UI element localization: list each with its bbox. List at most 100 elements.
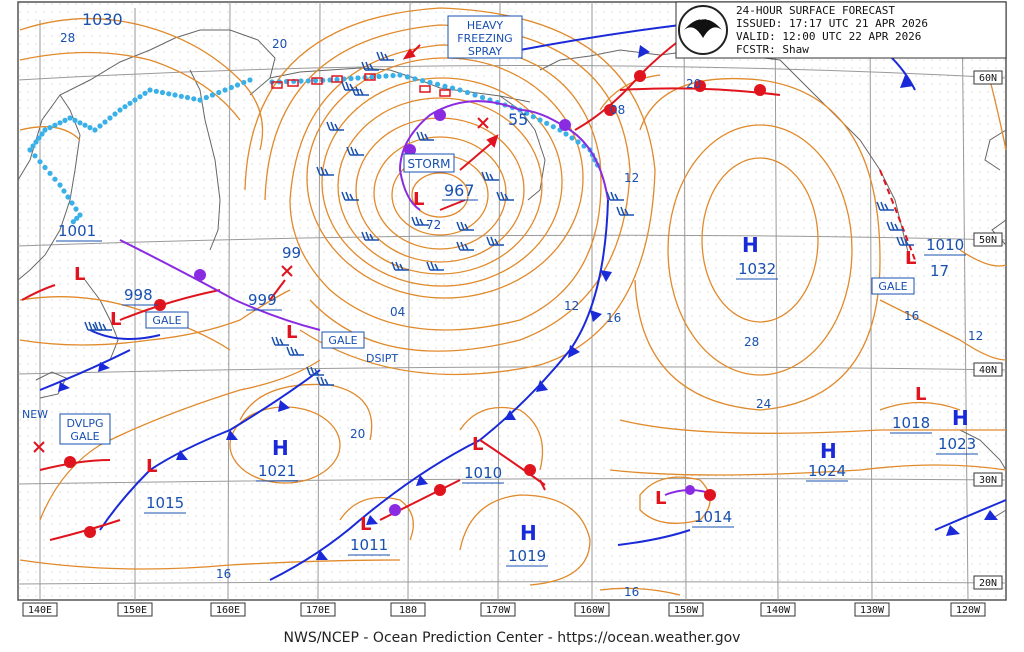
ice-dot (69, 200, 75, 206)
ice-dot (102, 119, 108, 125)
trough-coast (879, 169, 916, 261)
ice-dot (563, 131, 569, 137)
freezing-spray-line: SPRAY (468, 45, 502, 58)
longitude-label: 150E (123, 605, 147, 616)
wind-barb (416, 131, 434, 141)
ice-dot (39, 131, 45, 137)
wind-barb (341, 191, 359, 201)
low-pressure: 999 (248, 291, 277, 309)
ice-dot (52, 176, 58, 182)
ice-dot (65, 194, 71, 200)
low-pressure: 1015 (146, 494, 184, 512)
low-pressure: 1010 (926, 236, 964, 254)
ice-dot (457, 87, 463, 93)
isobar-label: 1030 (82, 10, 123, 29)
low-symbol: L (74, 264, 85, 285)
warm-front-1010 (479, 439, 546, 486)
cold-front-south (269, 439, 481, 581)
low-symbol: L (146, 456, 157, 477)
ice-dot (442, 83, 448, 89)
longitude-label-box (760, 602, 796, 617)
ice-dot (137, 94, 143, 100)
longitude-label-box (300, 602, 336, 617)
isobar-label: 12 (624, 171, 639, 185)
warm-front-dvlpg (39, 459, 111, 471)
ice-dot (376, 73, 382, 80)
map-frame (17, 1, 1007, 601)
cold-front-se (934, 499, 1007, 531)
ice-dot (142, 90, 148, 96)
ice-dot (30, 143, 36, 149)
footer-credit: NWS/NCEP - Ocean Prediction Center - htt… (283, 630, 741, 646)
wind-barb (361, 61, 379, 71)
ice-dot (70, 219, 76, 225)
wind-barb (84, 321, 102, 331)
ice-dot (117, 107, 123, 113)
ice-dot (197, 97, 203, 103)
isobar-label: 24 (756, 397, 771, 411)
high-pressure: 1021 (258, 462, 296, 480)
freezing-spray-line: FREEZING (457, 32, 512, 45)
coastlines (17, 29, 1007, 521)
ice-dot (472, 92, 478, 98)
pressure-values: 1032 1021 1019 1024 1023 967 998 999 100… (58, 181, 976, 565)
longitude-label-box (668, 602, 704, 617)
front-fragment-w (21, 284, 56, 301)
longitude-label-box (117, 602, 153, 617)
cold-front-998 (39, 349, 131, 391)
wind-barb (456, 221, 474, 231)
freezing-spray-area (271, 73, 451, 97)
cold-front-west (99, 369, 321, 531)
isobar-label: 04 (390, 305, 405, 319)
longitude-label: 180 (399, 605, 417, 616)
ice-dot (575, 139, 581, 145)
low-pressure: 1018 (892, 414, 930, 432)
ice-dot (52, 122, 58, 128)
ice-dot (57, 120, 63, 126)
wind-barb (316, 166, 334, 176)
isobar-label: 20 (686, 77, 701, 91)
wind-barb (426, 261, 444, 271)
storm-box (403, 153, 455, 173)
ice-dot (434, 81, 441, 87)
ice-dot (47, 125, 53, 131)
isobar-label: 72 (426, 218, 441, 232)
occluded-front-main (519, 109, 609, 201)
longitude-label: 170E (306, 605, 330, 616)
isobar-label: 16 (624, 585, 639, 599)
high-symbol: H (520, 521, 537, 545)
low-pressure: 1001 (58, 222, 96, 240)
high-pressure: 1019 (508, 547, 546, 565)
longitude-label-box (854, 602, 890, 617)
wind-barb (411, 216, 429, 226)
pressure-underlines (56, 199, 978, 567)
latitude-labels: 60N 50N 40N 30N 20N (973, 70, 1003, 590)
cold-front-north (519, 24, 681, 51)
ice-dot (390, 72, 396, 79)
longitude-label: 160E (216, 605, 240, 616)
ice-dot (61, 188, 67, 194)
ice-dot (216, 89, 222, 96)
ice-dot (72, 117, 78, 123)
ice-dot (172, 92, 178, 98)
ice-dot (397, 72, 403, 78)
wind-barb (316, 376, 334, 386)
high-symbol: H (742, 233, 759, 257)
ice-dot (427, 79, 433, 86)
ice-dot (383, 73, 389, 79)
isobar-label: 16 (904, 309, 919, 323)
ice-dot (544, 120, 550, 126)
longitude-label: 140E (28, 605, 52, 616)
low-pressure: 1011 (350, 536, 388, 554)
latitude-label-box (973, 232, 1003, 247)
ice-dot (27, 147, 33, 153)
header-forecaster: FCSTR: Shaw (736, 43, 809, 56)
latitude-label: 60N (979, 73, 997, 84)
ice-dot (241, 79, 247, 86)
ice-dot (569, 135, 575, 141)
header-title: 24-HOUR SURFACE FORECAST (736, 4, 895, 17)
high-symbol: H (952, 406, 969, 430)
dvlpg-line: GALE (70, 430, 99, 443)
occluded-front-999 (234, 299, 321, 331)
freezing-spray-box (447, 15, 523, 59)
